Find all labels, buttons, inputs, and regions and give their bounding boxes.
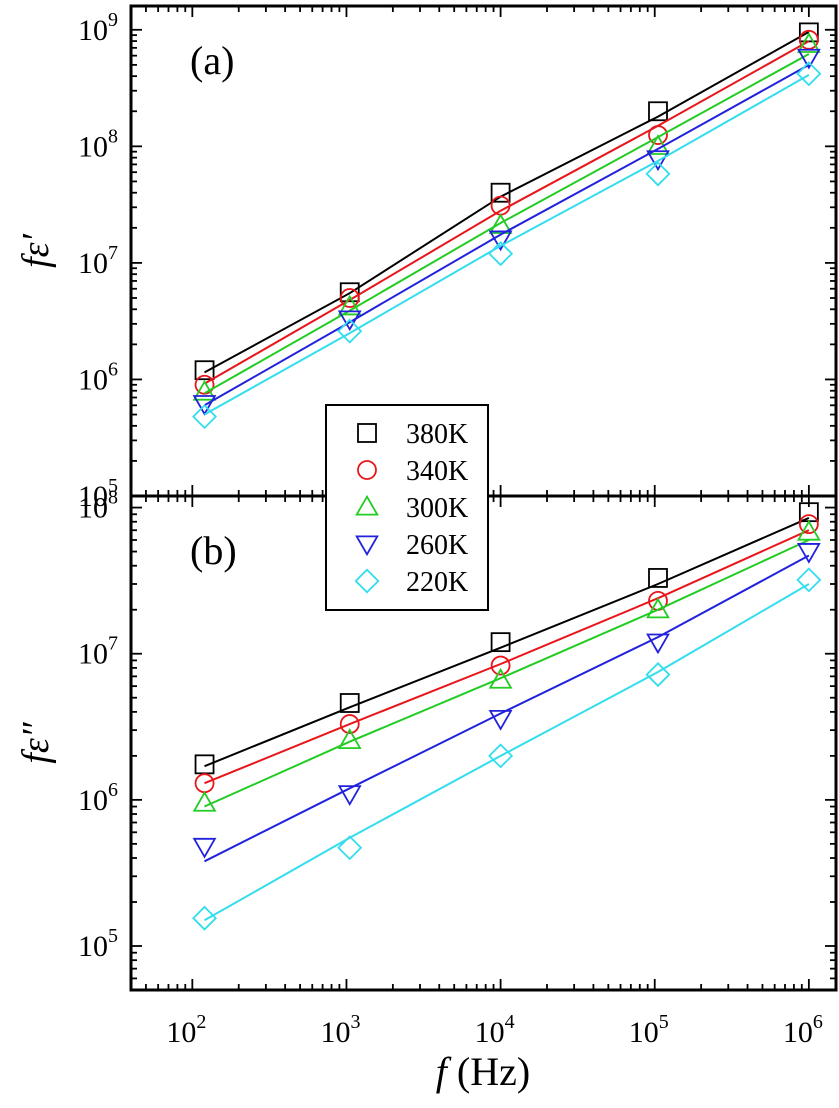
data-point <box>192 790 217 812</box>
panel-label-a: (a) <box>190 38 234 83</box>
data-point <box>646 633 670 655</box>
data-point <box>796 519 821 541</box>
data-point <box>490 182 511 203</box>
x-tick-label: 103 <box>320 1011 360 1049</box>
data-point <box>488 667 513 689</box>
data-point <box>192 395 217 416</box>
series-340K-b <box>194 514 819 794</box>
y-axis-title-a: fε′ <box>15 233 57 268</box>
legend-label: 220K <box>406 567 468 598</box>
data-point <box>490 655 511 676</box>
y-ticks-b <box>131 506 836 991</box>
legend-label: 300K <box>406 493 468 524</box>
data-point <box>488 230 513 252</box>
data-point <box>337 318 363 344</box>
series-380K-b <box>194 502 819 775</box>
data-point <box>646 597 670 619</box>
data-point <box>488 743 514 769</box>
series-300K-b <box>192 519 821 812</box>
data-point <box>796 567 822 593</box>
data-point <box>796 61 822 87</box>
y-tick-label: 105 <box>78 925 118 963</box>
x-tick-label: 102 <box>166 1011 206 1049</box>
panel-label-b: (b) <box>190 528 237 573</box>
data-point <box>796 48 821 70</box>
data-point <box>488 241 514 267</box>
y-tick-label: 107 <box>78 633 118 671</box>
fit-line <box>204 539 810 808</box>
series-260K-a <box>192 48 821 416</box>
y-tick-label: 106 <box>78 358 118 396</box>
legend-marker <box>357 423 377 443</box>
panel-b: 105 106 107 108 102 103 104 105 106 fε″ (b) <box>15 487 838 1049</box>
y-tick-label: 105 <box>78 475 118 513</box>
fit-line <box>204 74 810 416</box>
data-point <box>648 568 668 588</box>
x-axis-title: f (Hz) <box>436 1049 530 1094</box>
legend-label: 260K <box>406 530 468 561</box>
y-ticks-a <box>131 28 836 497</box>
data-point <box>337 785 362 806</box>
data-point <box>645 662 671 688</box>
legend-box <box>325 404 489 611</box>
x-tick-label: 104 <box>475 1011 515 1049</box>
fit-line <box>204 40 810 385</box>
series-220K-b <box>192 567 822 931</box>
data-point <box>339 288 360 308</box>
data-point <box>337 835 363 861</box>
y-tick-label: 108 <box>78 487 118 525</box>
fit-line <box>204 516 810 768</box>
series-380K-a <box>194 22 819 381</box>
series-260K-b <box>192 543 821 863</box>
data-point <box>648 125 668 145</box>
data-point <box>192 837 217 859</box>
legend-marker <box>355 535 379 557</box>
data-point <box>488 710 513 731</box>
data-point <box>194 360 215 381</box>
data-point <box>798 514 819 535</box>
series-340K-a <box>194 29 819 395</box>
data-point <box>796 32 821 53</box>
data-point <box>488 213 513 234</box>
legend-marker <box>354 568 380 594</box>
legend-marker <box>355 494 379 516</box>
x-tick-label: 106 <box>783 1011 823 1049</box>
data-point <box>192 379 217 401</box>
series-220K-a <box>192 61 822 430</box>
data-point <box>339 693 360 713</box>
data-point <box>337 310 362 332</box>
data-point <box>645 161 671 187</box>
y-axis-title-b: fε″ <box>15 721 57 764</box>
data-point <box>796 543 821 564</box>
x-axis-title-text: f (Hz) <box>436 1049 530 1094</box>
fit-line <box>204 554 810 863</box>
fit-line <box>204 64 810 407</box>
data-point <box>194 374 215 395</box>
data-point <box>337 728 362 749</box>
data-point <box>339 282 360 303</box>
x-tick-label: 105 <box>629 1011 669 1049</box>
data-point <box>490 632 511 653</box>
data-point <box>339 714 360 734</box>
y-tick-label: 108 <box>78 125 118 163</box>
legend-marker <box>357 460 377 480</box>
fit-line <box>204 583 810 922</box>
data-point <box>648 101 668 122</box>
data-point <box>192 905 218 931</box>
data-point <box>646 150 670 172</box>
fit-line <box>204 529 810 785</box>
fit-line <box>204 53 810 395</box>
series-300K-a <box>192 32 821 401</box>
y-tick-label: 109 <box>78 9 118 47</box>
data-point <box>192 404 218 430</box>
legend: 380K 340K 300K 260K 220K <box>325 404 489 611</box>
legend-label: 340K <box>406 456 468 487</box>
panel-a: 105 106 107 108 109 fε′ (a) <box>15 4 838 513</box>
y-tick-label: 106 <box>78 779 118 817</box>
legend-label: 380K <box>406 419 468 450</box>
y-tick-label: 107 <box>78 242 118 280</box>
data-point <box>337 294 362 316</box>
